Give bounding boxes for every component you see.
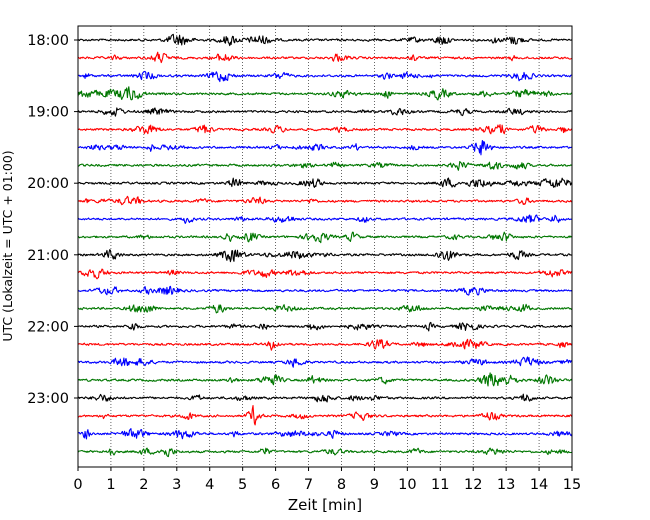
x-tick-label-2: 2	[139, 477, 148, 493]
y-tick-label-1900: 19:00	[27, 105, 69, 121]
y-axis-ticks: 18:00 19:00 20:00 21:00 22:00 23:00	[27, 33, 78, 407]
trace-21	[77, 393, 573, 403]
trace-16	[77, 303, 573, 314]
trace-10	[77, 195, 573, 206]
trace-14	[77, 268, 573, 280]
x-tick-label-7: 7	[304, 477, 313, 493]
x-tick-label-15: 15	[563, 477, 581, 493]
x-tick-label-9: 9	[370, 477, 379, 493]
x-tick-label-5: 5	[238, 477, 247, 493]
x-tick-label-6: 6	[271, 477, 280, 493]
trace-20	[77, 372, 573, 387]
trace-3	[77, 70, 573, 83]
x-tick-label-4: 4	[205, 477, 214, 493]
trace-23	[77, 428, 573, 440]
x-tick-label-11: 11	[431, 477, 449, 493]
x-axis-ticks: 0 1 2 3 4 5 6 7 8 9 10 11 12 13 14 15	[73, 467, 581, 493]
x-tick-label-3: 3	[172, 477, 181, 493]
y-tick-label-2000: 20:00	[27, 176, 69, 192]
x-tick-label-1: 1	[106, 477, 115, 493]
x-tick-label-13: 13	[497, 477, 515, 493]
trace-4	[77, 86, 573, 101]
trace-22	[77, 405, 573, 426]
x-tick-label-0: 0	[73, 477, 82, 493]
trace-1	[77, 33, 573, 47]
trace-13	[77, 249, 573, 263]
trace-17	[77, 321, 573, 332]
trace-12	[77, 231, 573, 244]
x-tick-label-12: 12	[464, 477, 482, 493]
y-axis-label: UTC (Lokalzeit = UTC + 01:00)	[0, 150, 15, 341]
trace-5	[77, 107, 573, 117]
trace-18	[77, 338, 573, 351]
trace-19	[77, 356, 573, 368]
trace-9	[77, 177, 573, 188]
trace-7	[77, 139, 573, 156]
trace-24	[77, 447, 573, 458]
y-tick-label-2200: 22:00	[27, 319, 69, 335]
y-tick-label-2300: 23:00	[27, 391, 69, 407]
x-tick-label-8: 8	[337, 477, 346, 493]
plot-frame	[77, 25, 573, 468]
trace-15	[77, 285, 573, 296]
trace-group	[77, 33, 573, 458]
x-tick-label-10: 10	[398, 477, 416, 493]
trace-8	[77, 160, 573, 171]
trace-2	[77, 51, 573, 64]
trace-11	[77, 214, 573, 224]
x-axis-label: Zeit [min]	[288, 496, 362, 514]
y-tick-label-1800: 18:00	[27, 33, 69, 49]
y-tick-label-2100: 21:00	[27, 248, 69, 264]
x-tick-label-14: 14	[530, 477, 548, 493]
trace-6	[77, 124, 573, 135]
